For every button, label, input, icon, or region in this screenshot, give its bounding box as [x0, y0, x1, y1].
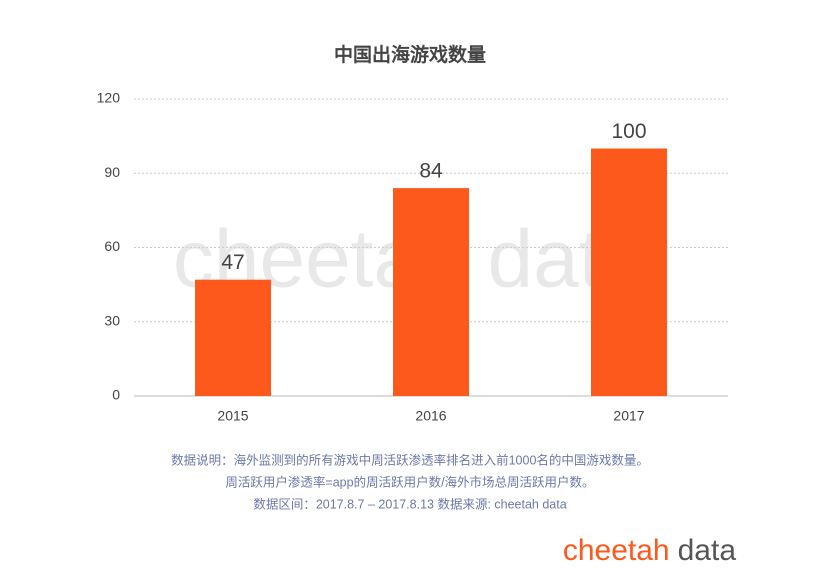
bar — [195, 279, 271, 396]
chart-title: 中国出海游戏数量 — [334, 43, 486, 66]
data-label: 47 — [221, 251, 244, 274]
y-tick-label: 60 — [104, 238, 120, 254]
x-tick-label: 2017 — [613, 408, 644, 424]
data-label: 100 — [611, 120, 646, 143]
data-label: 84 — [419, 160, 443, 183]
notes: 数据说明：海外监测到的所有游戏中周活跃渗透率排名进入前1000名的中国游戏数量。… — [171, 452, 649, 511]
note: 数据说明：海外监测到的所有游戏中周活跃渗透率排名进入前1000名的中国游戏数量。 — [171, 452, 649, 467]
y-tick-label: 30 — [104, 312, 120, 328]
note: 数据区间：2017.8.7 – 2017.8.13 数据来源: cheetah … — [253, 496, 566, 511]
y-tick-label: 90 — [104, 164, 120, 180]
bar — [591, 148, 667, 396]
x-tick-label: 2016 — [415, 408, 446, 424]
note: 周活跃用户渗透率=app的周活跃用户数/海外市场总周活跃用户数。 — [225, 474, 594, 489]
bar — [393, 188, 469, 396]
y-tick-label: 120 — [97, 90, 121, 106]
logo-brand: cheetah — [563, 534, 670, 567]
y-tick-label: 0 — [112, 387, 120, 403]
x-tick-label: 2015 — [217, 408, 248, 424]
logo-suffix: data — [678, 534, 737, 567]
logo: cheetah data — [563, 534, 736, 567]
